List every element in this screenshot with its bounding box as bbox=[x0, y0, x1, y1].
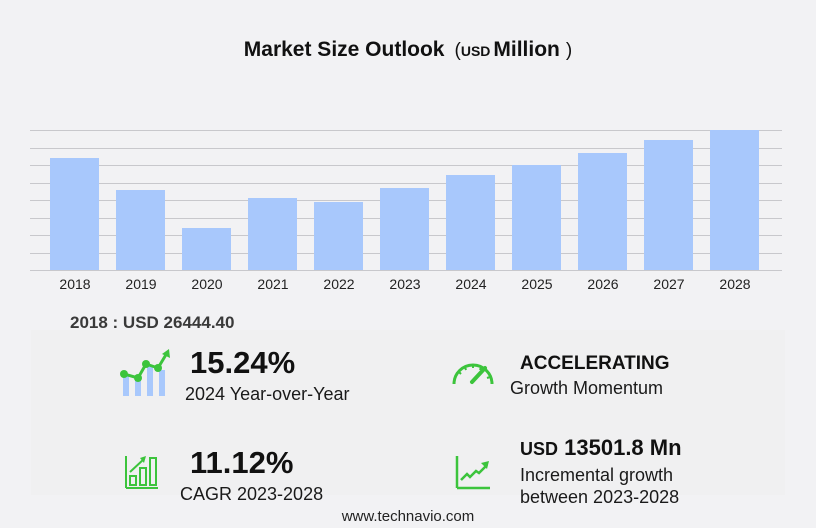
unit-scale: Million bbox=[493, 38, 560, 61]
bar-2028 bbox=[710, 130, 759, 270]
bar-2018 bbox=[50, 158, 99, 270]
x-tick-label: 2026 bbox=[587, 276, 619, 292]
incremental-currency: USD bbox=[520, 439, 559, 459]
x-tick-label: 2018 bbox=[59, 276, 91, 292]
base-year-value: 2018 : USD 26444.40 bbox=[70, 313, 235, 332]
momentum-label: Growth Momentum bbox=[510, 378, 664, 398]
yoy-label: 2024 Year-over-Year bbox=[185, 384, 350, 404]
bar-growth-icon bbox=[125, 456, 158, 489]
momentum-value: ACCELERATING bbox=[520, 353, 670, 374]
incremental-label-1: Incremental growth bbox=[520, 465, 674, 485]
bar-2022 bbox=[314, 202, 363, 270]
x-tick-label: 2020 bbox=[191, 276, 223, 292]
paren-close: ) bbox=[565, 40, 573, 61]
x-tick-label: 2023 bbox=[389, 276, 421, 292]
bar-2021 bbox=[248, 198, 297, 270]
x-tick-label: 2025 bbox=[521, 276, 553, 292]
gridline bbox=[30, 148, 782, 149]
paren-open: ( bbox=[454, 40, 461, 61]
title-text: Market Size Outlook bbox=[243, 38, 445, 61]
gridline bbox=[30, 130, 782, 131]
bar-2027 bbox=[644, 140, 693, 270]
incremental-amount: 13501.8 Mn bbox=[564, 435, 682, 460]
x-tick-label: 2027 bbox=[653, 276, 685, 292]
gridline bbox=[30, 165, 782, 166]
footer-url: www.technavio.com bbox=[341, 508, 475, 525]
bar-2020 bbox=[182, 228, 231, 270]
x-tick-label: 2024 bbox=[455, 276, 487, 292]
cagr-value: 11.12% bbox=[190, 445, 294, 480]
bar-chart: 2018 2019 2020 2021 2022 2023 2024 2025 2026 2027… bbox=[30, 120, 782, 300]
bar-2023 bbox=[380, 188, 429, 270]
trend-line-icon bbox=[455, 456, 490, 490]
bar-2026 bbox=[578, 153, 627, 270]
x-tick-label: 2028 bbox=[719, 276, 751, 292]
x-tick-label: 2019 bbox=[125, 276, 157, 292]
chart-title: Market Size Outlook (USD Million) bbox=[0, 38, 816, 62]
gridline bbox=[30, 270, 782, 271]
gridline bbox=[30, 183, 782, 184]
bar-2024 bbox=[446, 175, 495, 270]
x-tick-label: 2021 bbox=[257, 276, 289, 292]
bar-2019 bbox=[116, 190, 165, 270]
incremental-label-2: between 2023-2028 bbox=[520, 487, 680, 507]
cagr-label: CAGR 2023-2028 bbox=[180, 484, 324, 504]
growth-chart-icon bbox=[120, 349, 170, 396]
unit-currency: USD bbox=[460, 43, 491, 59]
speedometer-icon bbox=[452, 363, 494, 385]
x-tick-label: 2022 bbox=[323, 276, 355, 292]
incremental-value: USD 13501.8 Mn bbox=[520, 435, 682, 461]
yoy-value: 15.24% bbox=[190, 345, 296, 380]
bar-2025 bbox=[512, 165, 561, 270]
